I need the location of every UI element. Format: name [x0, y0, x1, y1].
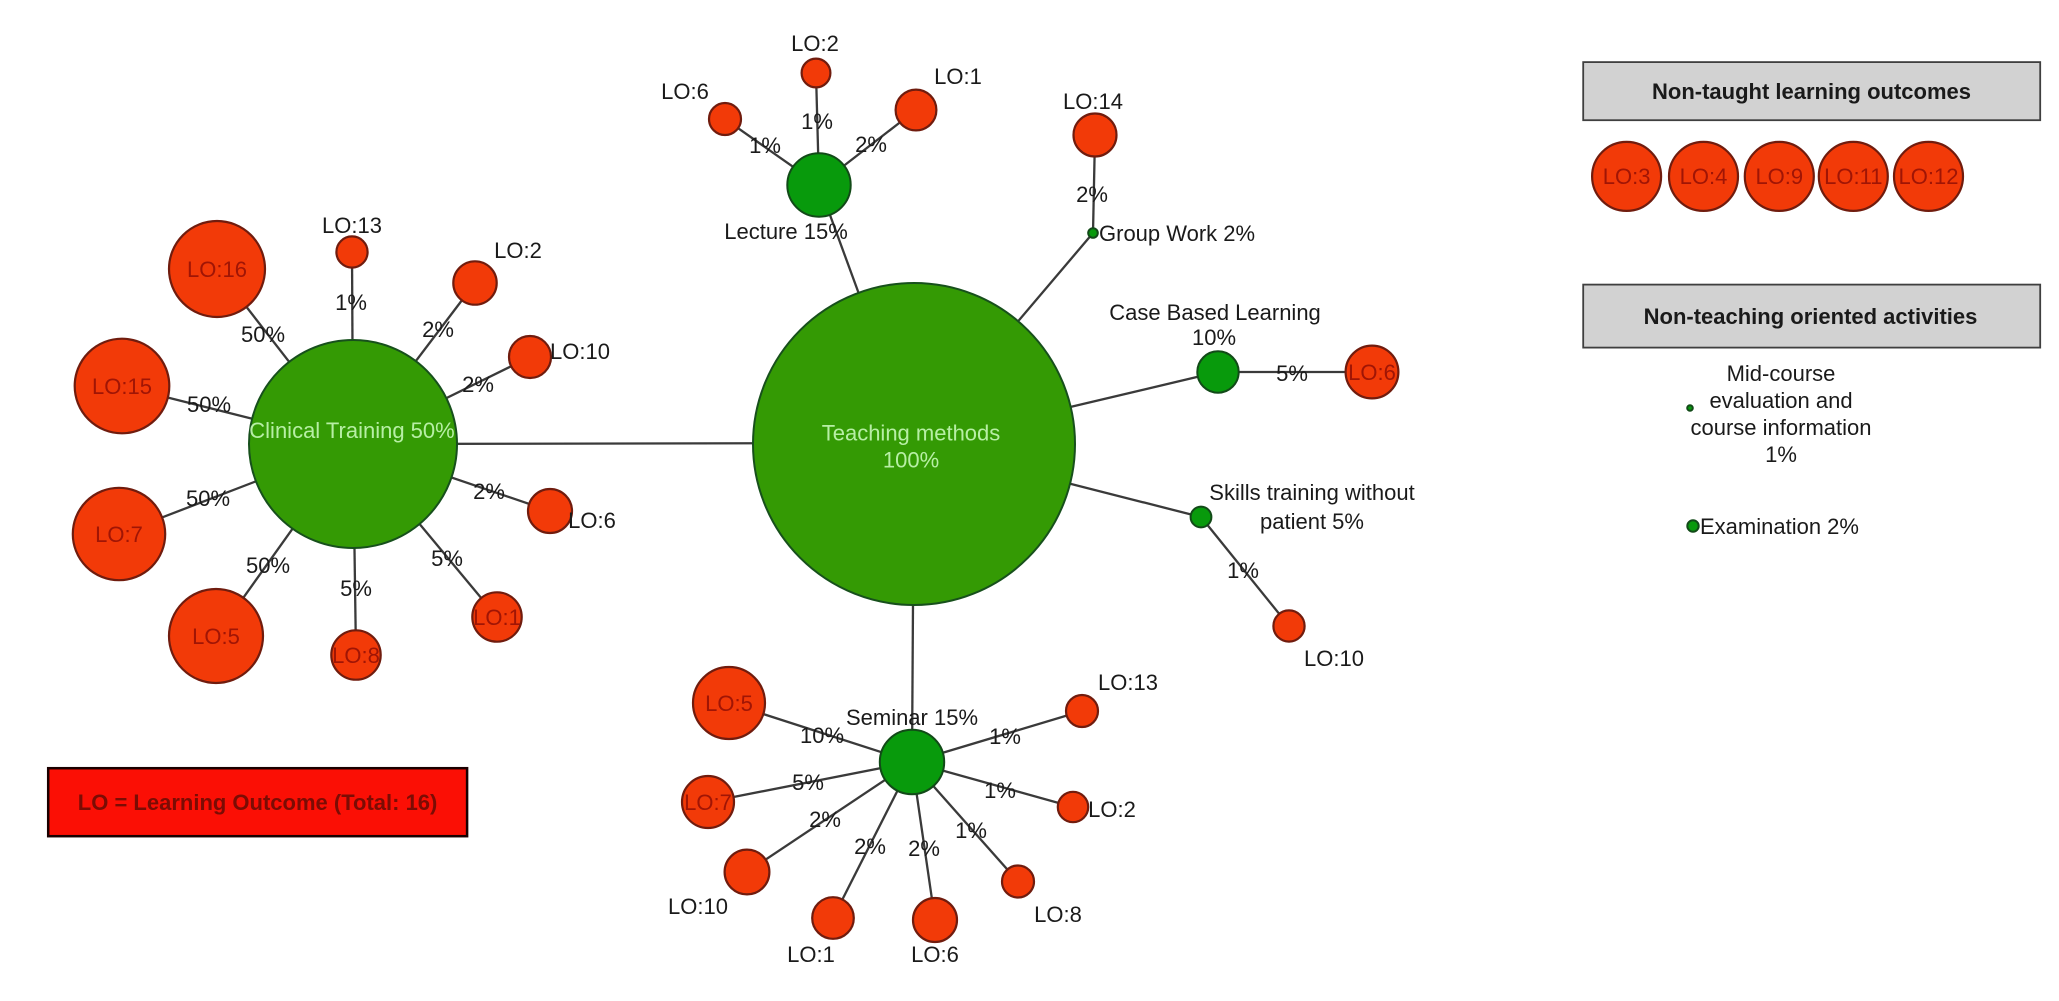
svg-text:10%: 10% — [1192, 325, 1236, 350]
svg-text:evaluation and: evaluation and — [1709, 388, 1852, 413]
svg-text:LO:2: LO:2 — [1088, 797, 1136, 822]
svg-text:LO:10: LO:10 — [668, 894, 728, 919]
svg-text:LO:6: LO:6 — [911, 942, 959, 967]
svg-text:5%: 5% — [340, 576, 372, 601]
svg-text:patient 5%: patient 5% — [1260, 509, 1364, 534]
svg-text:50%: 50% — [187, 392, 231, 417]
svg-text:Group Work 2%: Group Work 2% — [1099, 221, 1255, 246]
svg-text:1%: 1% — [955, 818, 987, 843]
svg-text:1%: 1% — [989, 724, 1021, 749]
svg-text:LO:15: LO:15 — [92, 374, 152, 399]
svg-text:1%: 1% — [984, 778, 1016, 803]
svg-text:LO:4: LO:4 — [1680, 164, 1728, 189]
svg-text:LO:2: LO:2 — [791, 31, 839, 56]
svg-text:LO:6: LO:6 — [1348, 360, 1396, 385]
svg-text:LO:7: LO:7 — [684, 790, 732, 815]
svg-text:1%: 1% — [1765, 442, 1797, 467]
svg-text:LO:5: LO:5 — [192, 624, 240, 649]
svg-text:1%: 1% — [1227, 558, 1259, 583]
svg-text:LO:1: LO:1 — [473, 605, 521, 630]
svg-text:LO:1: LO:1 — [787, 942, 835, 967]
svg-text:Teaching methods: Teaching methods — [822, 421, 1001, 446]
svg-text:LO:10: LO:10 — [550, 339, 610, 364]
svg-text:LO:10: LO:10 — [1304, 646, 1364, 671]
svg-text:Case Based Learning: Case Based Learning — [1109, 300, 1321, 325]
svg-text:LO:1: LO:1 — [934, 64, 982, 89]
svg-text:Non-teaching oriented activiti: Non-teaching oriented activities — [1644, 304, 1978, 329]
svg-text:course information: course information — [1691, 415, 1872, 440]
svg-text:2%: 2% — [908, 836, 940, 861]
svg-text:LO:16: LO:16 — [187, 257, 247, 282]
svg-text:5%: 5% — [1276, 361, 1308, 386]
svg-text:LO:12: LO:12 — [1899, 164, 1959, 189]
svg-text:LO:5: LO:5 — [705, 691, 753, 716]
svg-text:LO:7: LO:7 — [95, 522, 143, 547]
svg-text:1%: 1% — [749, 133, 781, 158]
svg-text:50%: 50% — [241, 322, 285, 347]
svg-text:LO:9: LO:9 — [1755, 164, 1803, 189]
svg-text:Skills training without: Skills training without — [1209, 480, 1414, 505]
svg-text:5%: 5% — [431, 546, 463, 571]
svg-text:2%: 2% — [462, 372, 494, 397]
svg-text:2%: 2% — [422, 317, 454, 342]
svg-text:LO:11: LO:11 — [1824, 164, 1882, 189]
svg-text:2%: 2% — [1076, 182, 1108, 207]
svg-text:LO:3: LO:3 — [1603, 164, 1651, 189]
svg-text:2%: 2% — [854, 834, 886, 859]
svg-text:LO = Learning Outcome (Total:: LO = Learning Outcome (Total: 16) — [78, 790, 438, 815]
svg-text:LO:6: LO:6 — [661, 79, 709, 104]
svg-text:LO:6: LO:6 — [568, 508, 616, 533]
svg-text:Non-taught learning outcomes: Non-taught learning outcomes — [1652, 79, 1971, 104]
svg-text:LO:8: LO:8 — [332, 643, 380, 668]
svg-text:Examination 2%: Examination 2% — [1700, 514, 1859, 539]
svg-text:Clinical Training 50%: Clinical Training 50% — [249, 418, 454, 443]
svg-text:10%: 10% — [800, 723, 844, 748]
svg-text:Lecture 15%: Lecture 15% — [724, 219, 848, 244]
svg-text:LO:13: LO:13 — [1098, 670, 1158, 695]
svg-text:LO:13: LO:13 — [322, 213, 382, 238]
svg-text:50%: 50% — [186, 486, 230, 511]
svg-text:5%: 5% — [792, 770, 824, 795]
svg-text:2%: 2% — [809, 807, 841, 832]
svg-text:2%: 2% — [473, 479, 505, 504]
svg-text:1%: 1% — [335, 290, 367, 315]
svg-text:50%: 50% — [246, 553, 290, 578]
svg-text:Seminar 15%: Seminar 15% — [846, 705, 978, 730]
svg-text:LO:2: LO:2 — [494, 238, 542, 263]
svg-text:LO:14: LO:14 — [1063, 89, 1123, 114]
svg-text:100%: 100% — [883, 448, 939, 473]
svg-text:Mid-course: Mid-course — [1727, 361, 1836, 386]
svg-text:1%: 1% — [801, 109, 833, 134]
svg-text:2%: 2% — [855, 132, 887, 157]
svg-text:LO:8: LO:8 — [1034, 902, 1082, 927]
